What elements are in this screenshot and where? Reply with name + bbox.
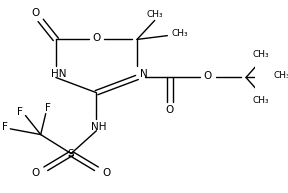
Text: F: F bbox=[2, 122, 8, 132]
Text: CH₃: CH₃ bbox=[253, 96, 270, 105]
Text: N: N bbox=[139, 69, 147, 79]
Text: O: O bbox=[92, 33, 101, 42]
Text: CH₃: CH₃ bbox=[146, 10, 163, 19]
Text: F: F bbox=[18, 107, 23, 117]
Text: O: O bbox=[31, 168, 40, 178]
Text: HN: HN bbox=[51, 69, 66, 79]
Text: O: O bbox=[31, 8, 40, 18]
Text: S: S bbox=[68, 149, 74, 159]
Text: CH₃: CH₃ bbox=[273, 71, 288, 80]
Text: O: O bbox=[166, 105, 174, 115]
Text: O: O bbox=[103, 168, 111, 178]
Text: CH₃: CH₃ bbox=[253, 50, 270, 59]
Text: O: O bbox=[204, 71, 212, 80]
Text: NH: NH bbox=[91, 122, 107, 132]
Text: F: F bbox=[45, 103, 51, 113]
Text: CH₃: CH₃ bbox=[172, 29, 188, 38]
